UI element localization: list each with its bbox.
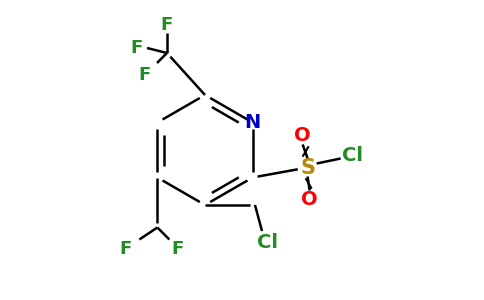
Text: O: O bbox=[302, 190, 318, 209]
Text: Cl: Cl bbox=[257, 233, 277, 253]
Text: F: F bbox=[131, 39, 143, 57]
Text: Cl: Cl bbox=[342, 146, 363, 165]
Text: F: F bbox=[119, 241, 132, 259]
Text: N: N bbox=[244, 113, 261, 132]
Text: O: O bbox=[294, 126, 311, 145]
Text: F: F bbox=[171, 241, 183, 259]
Text: S: S bbox=[300, 158, 315, 178]
Text: F: F bbox=[139, 66, 151, 84]
Text: F: F bbox=[161, 16, 173, 34]
